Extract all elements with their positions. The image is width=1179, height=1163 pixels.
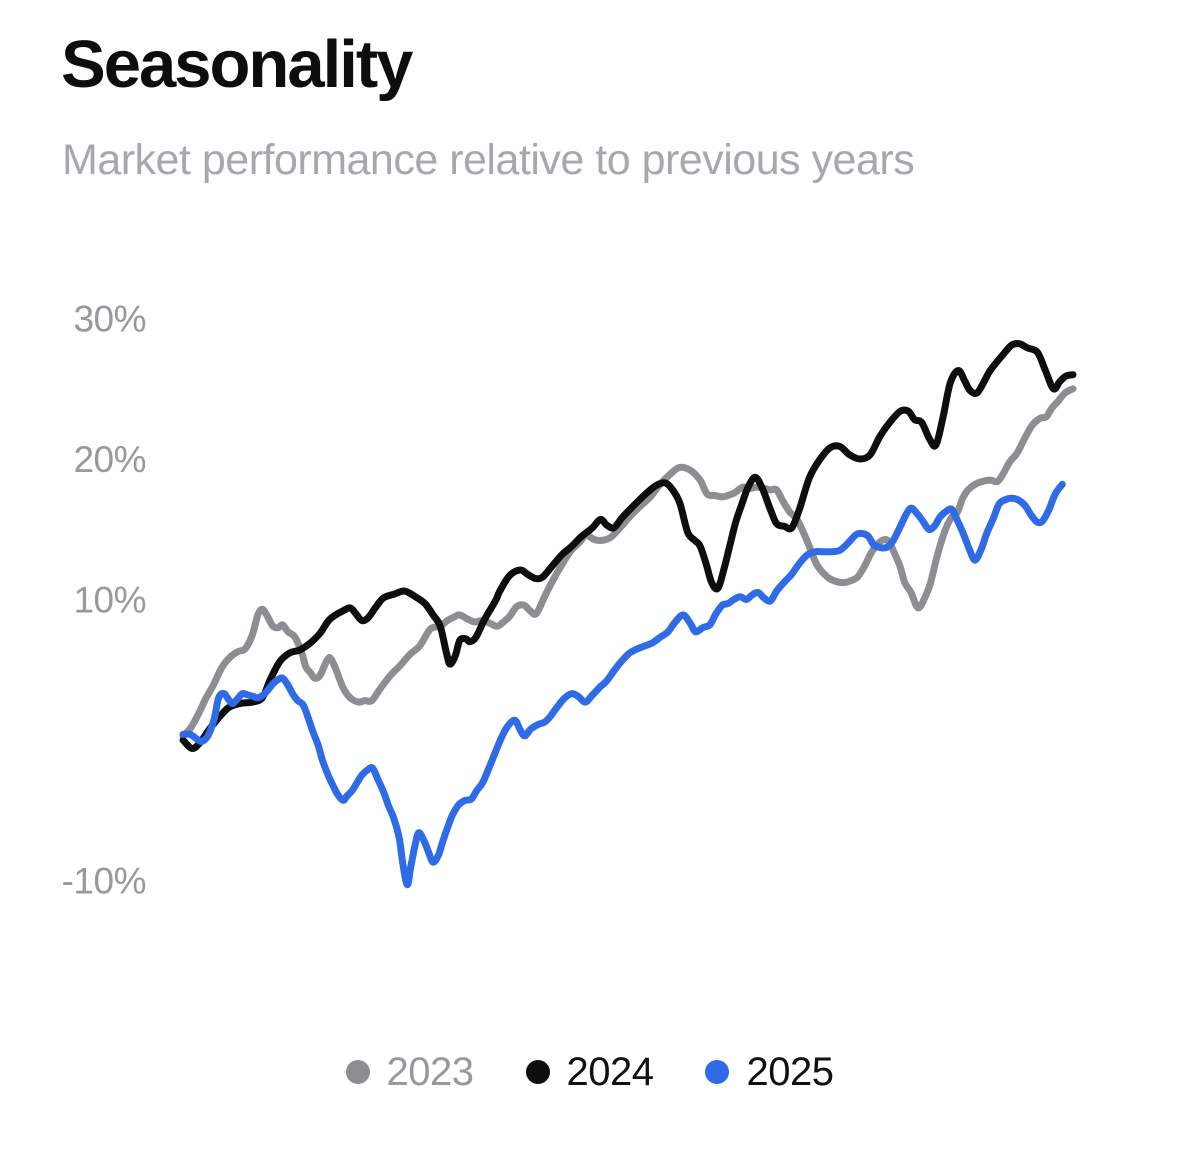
legend-item-2024[interactable]: 2024 [525,1050,654,1094]
series-lines [179,340,1077,889]
line-2023 [179,385,1077,740]
y-axis-tick-20: 20% [73,439,146,480]
legend-swatch-2024-icon [525,1060,550,1084]
legend-label-2024: 2024 [566,1050,654,1094]
line-2025 [179,480,1066,889]
legend-swatch-2023-icon [345,1060,370,1084]
legend-item-2025[interactable]: 2025 [705,1050,834,1094]
legend: 2023 2024 2025 [0,1052,1179,1092]
line-2024 [179,340,1077,752]
y-axis-tick-neg10: -10% [62,861,146,902]
legend-label-2023: 2023 [386,1050,474,1094]
page-subtitle: Market performance relative to previous … [62,136,915,184]
legend-item-2023[interactable]: 2023 [345,1050,474,1094]
legend-swatch-2025-icon [705,1060,730,1084]
y-axis-tick-10: 10% [73,580,146,621]
page-title: Seasonality [61,27,413,102]
y-axis-tick-30: 30% [73,299,146,340]
y-axis: 30% 20% 10% -10% [62,299,147,902]
legend-label-2025: 2025 [746,1050,834,1094]
